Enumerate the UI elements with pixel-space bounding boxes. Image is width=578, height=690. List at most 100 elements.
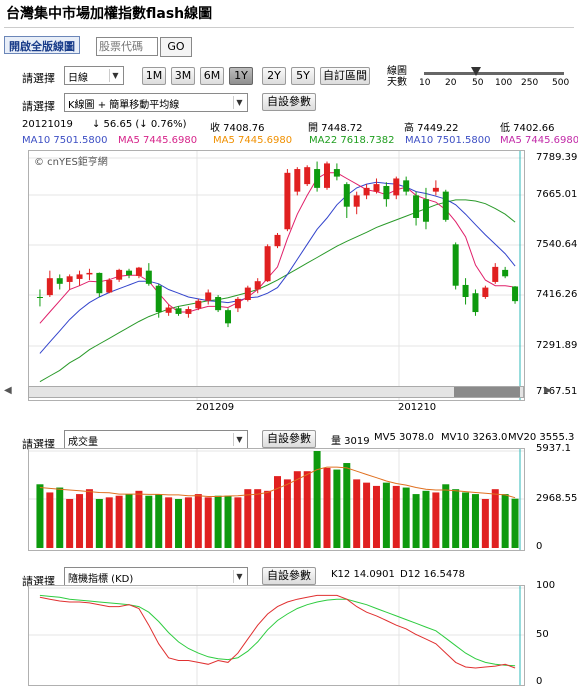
volume-bar [66,498,74,548]
volume-info-item: MV5 3078.0 [374,432,434,443]
range-button-6m[interactable]: 6M [200,67,224,85]
candle-body [304,167,311,185]
candle-body [383,185,390,200]
volume-indicator-select[interactable]: 成交量 ▼ [64,430,248,449]
ma-legend-item: MA5 7445.6980 [118,135,198,146]
ma-legend-item: MA5 7445.6980 [500,135,578,146]
period-select[interactable]: 日線 ▼ [64,66,124,85]
candle-body [452,244,459,286]
candle-body [274,234,281,247]
volume-bar [422,490,430,548]
candle-body [86,272,93,275]
candle-body [284,172,291,230]
price-chart-panel: © cnYES鉅亨網 [28,150,525,401]
price-chart [29,151,524,400]
candle-body [185,309,192,314]
volume-select-label: 請選擇 [22,438,55,451]
candle-body [145,270,152,284]
volume-bar [184,497,192,548]
volume-bar [353,479,361,548]
open-full-chart-button[interactable]: 開啟全版線圖 [4,36,80,54]
kd-select-value: 隨機指標 (KD) [68,574,134,585]
volume-bar [145,495,153,548]
watermark: © cnYES鉅亨網 [34,157,108,168]
page-title: 台灣集中市場加權指數flash線圖 [6,6,213,22]
volume-bar [95,498,103,548]
kd-settings-button[interactable]: 自設參數 [262,567,316,585]
volume-bar [343,463,351,548]
candle-body [116,269,123,280]
ma-legend-item: MA10 7501.5800 [22,135,108,146]
candle-body [234,298,241,309]
candle-body [76,274,83,279]
kd-k-line [39,594,516,669]
candle-body [363,187,370,196]
range-button-自訂區間[interactable]: 自訂區間 [320,67,370,85]
candle-body [373,184,380,192]
range-button-2y[interactable]: 2Y [262,67,286,85]
volume-bar [363,482,371,548]
period-select-value: 日線 [68,73,88,84]
volume-bar [471,494,479,548]
days-slider-track[interactable] [424,72,564,75]
volume-bar [125,494,133,548]
quote-low: 低 7402.66 [500,123,555,134]
slider-tick-label: 250 [521,78,539,88]
candle-body [294,169,301,192]
volume-settings-button[interactable]: 自設參數 [262,430,316,448]
chevron-down-icon: ▼ [233,570,245,583]
scroll-left-arrow-icon[interactable]: ◀ [4,385,12,396]
candle-body [472,293,479,313]
range-button-1y[interactable]: 1Y [229,67,253,85]
chart-scrollbar-thumb[interactable] [454,387,520,397]
volume-bar [491,489,499,548]
scroll-right-arrow-icon[interactable]: ▶ [544,385,552,396]
candle-body [175,308,182,314]
candle-body [36,296,43,298]
volume-bar [115,495,123,548]
volume-bar [85,489,93,548]
title-divider [4,27,574,28]
chart-type-select-label: 請選擇 [22,100,55,113]
price-axis-label: 7416.26 [536,289,578,300]
kd-chart [29,586,524,685]
candle-body [244,287,251,301]
volume-bar [372,485,380,548]
volume-info-item: 量 3019 [331,436,370,447]
volume-chart [29,449,524,550]
stock-code-input[interactable] [96,37,158,56]
volume-bar [254,489,262,548]
chart-settings-button[interactable]: 自設參數 [262,93,316,111]
candle-body [254,281,261,290]
candle-body [512,286,519,302]
kd-indicator-select[interactable]: 隨機指標 (KD) ▼ [64,567,248,586]
chart-type-select[interactable]: K線圖 + 簡單移動平均線 ▼ [64,93,248,112]
chart-days-label: 線圖 天數 [387,66,407,88]
date-axis-label: 201209 [196,402,235,413]
go-button[interactable]: GO [160,37,192,57]
volume-bar [481,498,489,548]
candle-body [492,266,499,282]
days-slider-thumb[interactable] [471,67,481,77]
range-button-3m[interactable]: 3M [171,67,195,85]
volume-bar [155,494,163,548]
chart-scrollbar[interactable] [28,386,524,398]
range-button-5y[interactable]: 5Y [291,67,315,85]
candle-body [403,180,410,192]
candle-body [393,178,400,196]
volume-bar [462,492,470,548]
volume-bar [194,494,202,548]
candle-body [422,199,429,222]
volume-bar [36,484,44,548]
volume-bar [452,489,460,548]
candle-body [195,300,202,309]
volume-bar [175,498,183,548]
candle-body [462,284,469,297]
volume-bar [303,471,311,548]
volume-bar [432,492,440,548]
kd-axis-label: 0 [536,676,543,687]
range-button-1m[interactable]: 1M [142,67,166,85]
volume-info-item: MV10 3263.0 [441,432,508,443]
candle-body [96,272,103,294]
candle-body [155,285,162,313]
